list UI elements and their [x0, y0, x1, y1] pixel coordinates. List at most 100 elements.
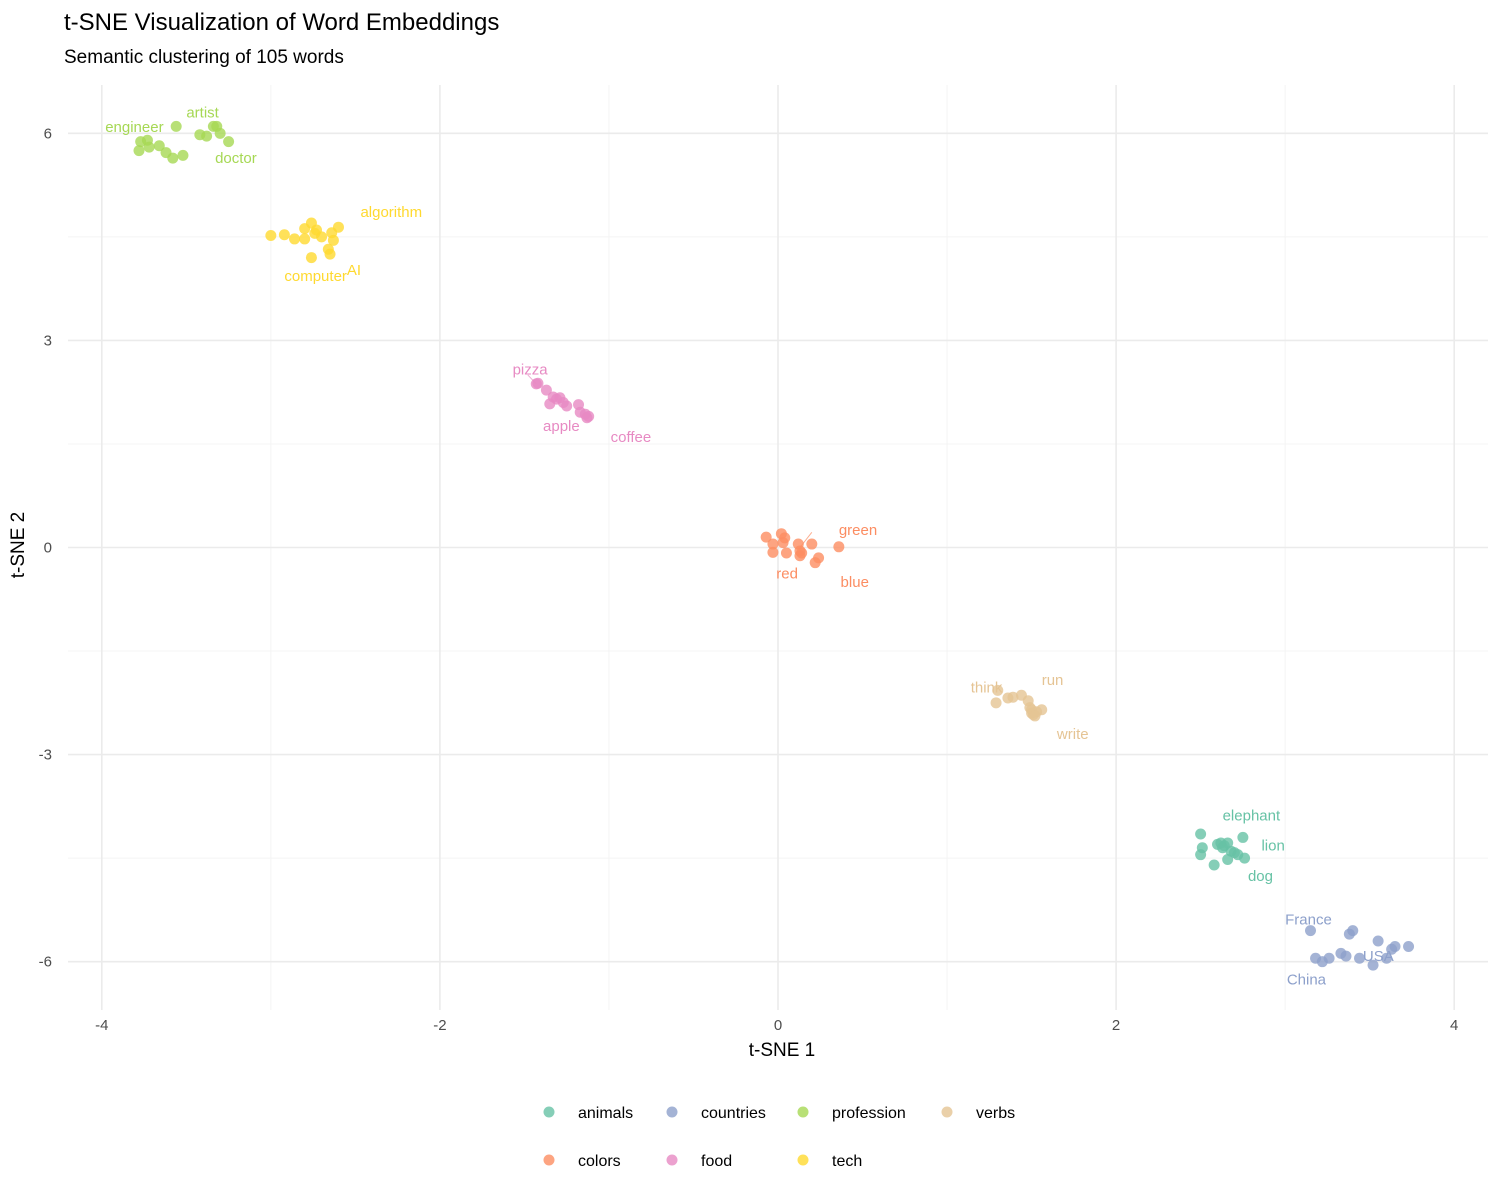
point-food: [561, 400, 573, 412]
legend-key-tech: [797, 1154, 809, 1166]
point-profession: [223, 136, 235, 148]
x-tick-label: 0: [774, 1017, 782, 1034]
legend-key-countries: [666, 1106, 678, 1118]
legend-key-animals: [543, 1106, 555, 1118]
legend-label: animals: [578, 1105, 633, 1122]
word-label: China: [1287, 972, 1327, 989]
point-colors: [806, 538, 818, 550]
point-profession: [143, 141, 155, 153]
data-points: [133, 120, 1415, 971]
point-colors: [760, 531, 772, 543]
point-tech: [289, 233, 301, 245]
point-tech: [332, 221, 344, 233]
point-tech: [327, 234, 339, 246]
point-food: [540, 384, 552, 396]
word-label: computer: [284, 268, 347, 285]
point-profession: [167, 152, 179, 164]
point-countries: [1367, 959, 1379, 971]
word-label: elephant: [1223, 807, 1281, 824]
legend-key-profession: [797, 1106, 809, 1118]
point-colors: [780, 547, 792, 559]
word-label: apple: [543, 418, 580, 435]
point-animals: [1217, 842, 1229, 854]
legend-item-food: food: [666, 1153, 732, 1170]
point-countries: [1354, 952, 1366, 964]
point-profession: [170, 120, 182, 132]
word-label: think: [971, 680, 1003, 697]
y-tick-label: 6: [44, 125, 52, 142]
point-countries: [1347, 925, 1359, 937]
point-profession: [177, 149, 189, 161]
x-tick-label: 4: [1450, 1017, 1458, 1034]
word-label: run: [1042, 672, 1064, 689]
point-colors: [767, 538, 779, 550]
word-label: doctor: [215, 150, 257, 167]
legend-key-colors: [543, 1154, 555, 1166]
point-tech: [278, 229, 290, 241]
point-food: [544, 398, 556, 410]
point-colors: [767, 546, 779, 558]
point-tech: [316, 231, 328, 243]
point-verbs: [990, 697, 1002, 709]
point-verbs: [992, 684, 1004, 696]
point-countries: [1389, 940, 1401, 952]
word-label: France: [1285, 912, 1332, 929]
point-animals: [1195, 849, 1207, 861]
point-verbs: [1007, 691, 1019, 703]
point-colors: [813, 552, 825, 564]
y-tick-label: 0: [44, 540, 52, 557]
point-colors: [833, 541, 845, 553]
grid: [68, 85, 1488, 1010]
word-label: pizza: [513, 361, 549, 378]
legend-label: food: [701, 1153, 732, 1170]
x-axis-ticks: -4 -2 0 2 4: [95, 1017, 1458, 1034]
y-axis-title: t-SNE 2: [8, 512, 29, 579]
point-countries: [1372, 935, 1384, 947]
y-tick-label: -3: [39, 747, 52, 764]
legend-label: profession: [832, 1105, 906, 1122]
x-tick-label: 2: [1112, 1017, 1120, 1034]
point-colors: [779, 532, 791, 544]
point-animals: [1208, 859, 1220, 871]
x-tick-label: -4: [95, 1017, 108, 1034]
word-label: blue: [841, 574, 869, 591]
x-tick-label: -2: [433, 1017, 446, 1034]
y-tick-label: 3: [44, 332, 52, 349]
word-label: dog: [1248, 868, 1273, 885]
legend-item-tech: tech: [797, 1153, 862, 1170]
word-label: red: [776, 566, 798, 583]
point-animals: [1222, 854, 1234, 866]
point-tech: [299, 233, 311, 245]
y-tick-label: -6: [39, 954, 52, 971]
point-colors: [796, 547, 808, 559]
point-food: [583, 410, 595, 422]
legend-key-verbs: [941, 1106, 953, 1118]
legend-key-food: [666, 1154, 678, 1166]
legend-item-verbs: verbs: [941, 1105, 1015, 1122]
word-label: algorithm: [360, 204, 422, 221]
point-countries: [1403, 940, 1415, 952]
chart-title: t-SNE Visualization of Word Embeddings: [64, 9, 499, 36]
word-label: artist: [186, 105, 219, 122]
point-countries: [1305, 925, 1316, 937]
point-tech: [265, 229, 277, 241]
word-label: USA: [1363, 948, 1394, 965]
legend-label: tech: [832, 1153, 862, 1170]
point-tech: [305, 252, 317, 264]
point-profession: [201, 130, 213, 142]
legend-label: colors: [578, 1153, 621, 1170]
point-verbs: [1024, 702, 1036, 714]
x-axis-title: t-SNE 1: [749, 1040, 816, 1061]
word-label: coffee: [611, 429, 652, 446]
y-axis-ticks: -6 -3 0 3 6: [39, 125, 52, 970]
word-label: AI: [347, 262, 361, 279]
legend-label: verbs: [976, 1105, 1015, 1122]
word-label: engineer: [105, 119, 163, 136]
point-countries: [1381, 952, 1393, 964]
chart-subtitle: Semantic clustering of 105 words: [64, 47, 344, 68]
point-food: [532, 377, 544, 389]
point-animals: [1237, 831, 1249, 843]
legend: animals countries profession verbs colors foo…: [543, 1105, 1015, 1170]
